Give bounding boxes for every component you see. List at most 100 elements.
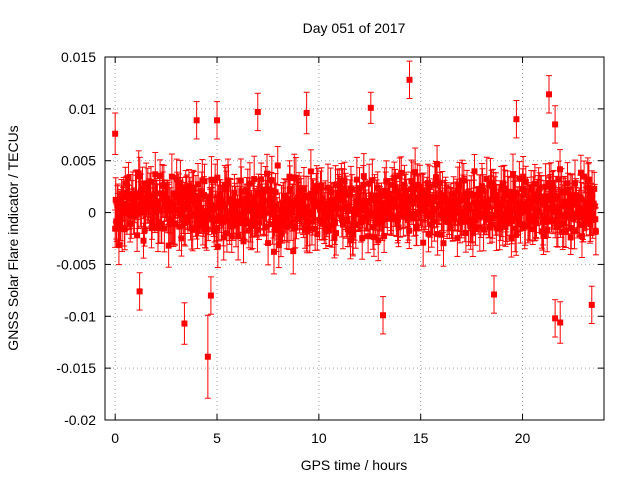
point-marker <box>430 195 437 202</box>
point-marker <box>549 204 556 211</box>
point-marker <box>585 176 592 183</box>
point-marker <box>527 217 534 224</box>
point-marker <box>333 205 340 212</box>
point-marker <box>216 212 223 219</box>
point-marker <box>120 200 127 207</box>
point-marker <box>592 216 599 223</box>
point-marker <box>409 200 416 207</box>
point-marker <box>213 225 220 232</box>
point-marker <box>502 223 509 230</box>
point-marker <box>473 211 480 218</box>
x-tick-label: 15 <box>413 430 429 446</box>
point-marker <box>403 191 410 198</box>
point-marker <box>381 187 388 194</box>
point-marker <box>486 224 493 231</box>
point-marker <box>547 181 554 188</box>
point-marker <box>117 213 124 220</box>
point-marker <box>361 214 368 221</box>
point-marker <box>269 207 276 214</box>
point-marker <box>398 193 405 200</box>
point-marker <box>360 181 367 188</box>
point-marker <box>333 230 340 237</box>
point-marker <box>506 203 513 210</box>
point-marker <box>130 200 137 207</box>
point-marker <box>350 231 357 238</box>
point-marker <box>276 214 283 221</box>
point-marker <box>387 190 394 197</box>
point-marker <box>549 191 556 198</box>
point-marker <box>412 169 419 176</box>
point-marker <box>438 231 445 238</box>
point-marker <box>505 192 512 199</box>
point-marker <box>477 213 484 220</box>
point-marker <box>112 130 119 137</box>
point-marker <box>482 208 489 215</box>
point-marker <box>351 210 358 217</box>
data-point <box>471 153 478 189</box>
point-marker <box>434 161 441 168</box>
point-marker <box>544 206 551 213</box>
point-marker <box>179 192 186 199</box>
point-marker <box>482 205 489 212</box>
data-point <box>112 112 119 155</box>
point-marker <box>478 199 485 206</box>
point-marker <box>559 228 566 235</box>
point-marker <box>176 223 183 230</box>
point-marker <box>573 196 580 203</box>
point-marker <box>461 215 468 222</box>
point-marker <box>125 175 132 182</box>
point-marker <box>227 196 234 203</box>
point-marker <box>300 213 307 220</box>
point-marker <box>500 180 507 187</box>
point-marker <box>326 226 333 233</box>
point-marker <box>516 175 523 182</box>
point-marker <box>310 208 317 215</box>
point-marker <box>281 220 288 227</box>
point-marker <box>193 219 200 226</box>
point-marker <box>415 209 422 216</box>
point-marker <box>318 184 325 191</box>
point-marker <box>362 198 369 205</box>
point-marker <box>536 185 543 192</box>
point-marker <box>467 223 474 230</box>
point-marker <box>391 174 398 181</box>
point-marker <box>413 225 420 232</box>
point-marker <box>490 187 497 194</box>
point-marker <box>319 195 326 202</box>
data-point <box>552 105 559 144</box>
point-marker <box>257 213 264 220</box>
data-point <box>181 302 188 345</box>
point-marker <box>256 219 263 226</box>
point-marker <box>312 225 319 232</box>
point-marker <box>425 230 432 237</box>
point-marker <box>489 221 496 228</box>
data-point <box>152 151 159 197</box>
point-marker <box>421 203 428 210</box>
point-marker <box>273 226 280 233</box>
point-marker <box>572 180 579 187</box>
point-marker <box>496 224 503 231</box>
point-marker <box>424 180 431 187</box>
point-marker <box>151 192 158 199</box>
data-point <box>546 75 553 114</box>
point-marker <box>338 216 345 223</box>
point-marker <box>391 203 398 210</box>
point-marker <box>566 211 573 218</box>
point-marker <box>194 223 201 230</box>
point-marker <box>469 216 476 223</box>
point-marker <box>518 201 525 208</box>
data-point <box>136 272 143 311</box>
point-marker <box>521 191 528 198</box>
point-marker <box>373 209 380 216</box>
point-marker <box>266 209 273 216</box>
y-tick-label: 0.005 <box>61 153 96 169</box>
point-marker <box>287 186 294 193</box>
point-marker <box>154 225 161 232</box>
data-point <box>193 101 200 140</box>
point-marker <box>377 207 384 214</box>
chart-title: Day 051 of 2017 <box>303 20 406 36</box>
point-marker <box>115 242 122 249</box>
point-marker <box>401 203 408 210</box>
point-marker <box>212 204 219 211</box>
